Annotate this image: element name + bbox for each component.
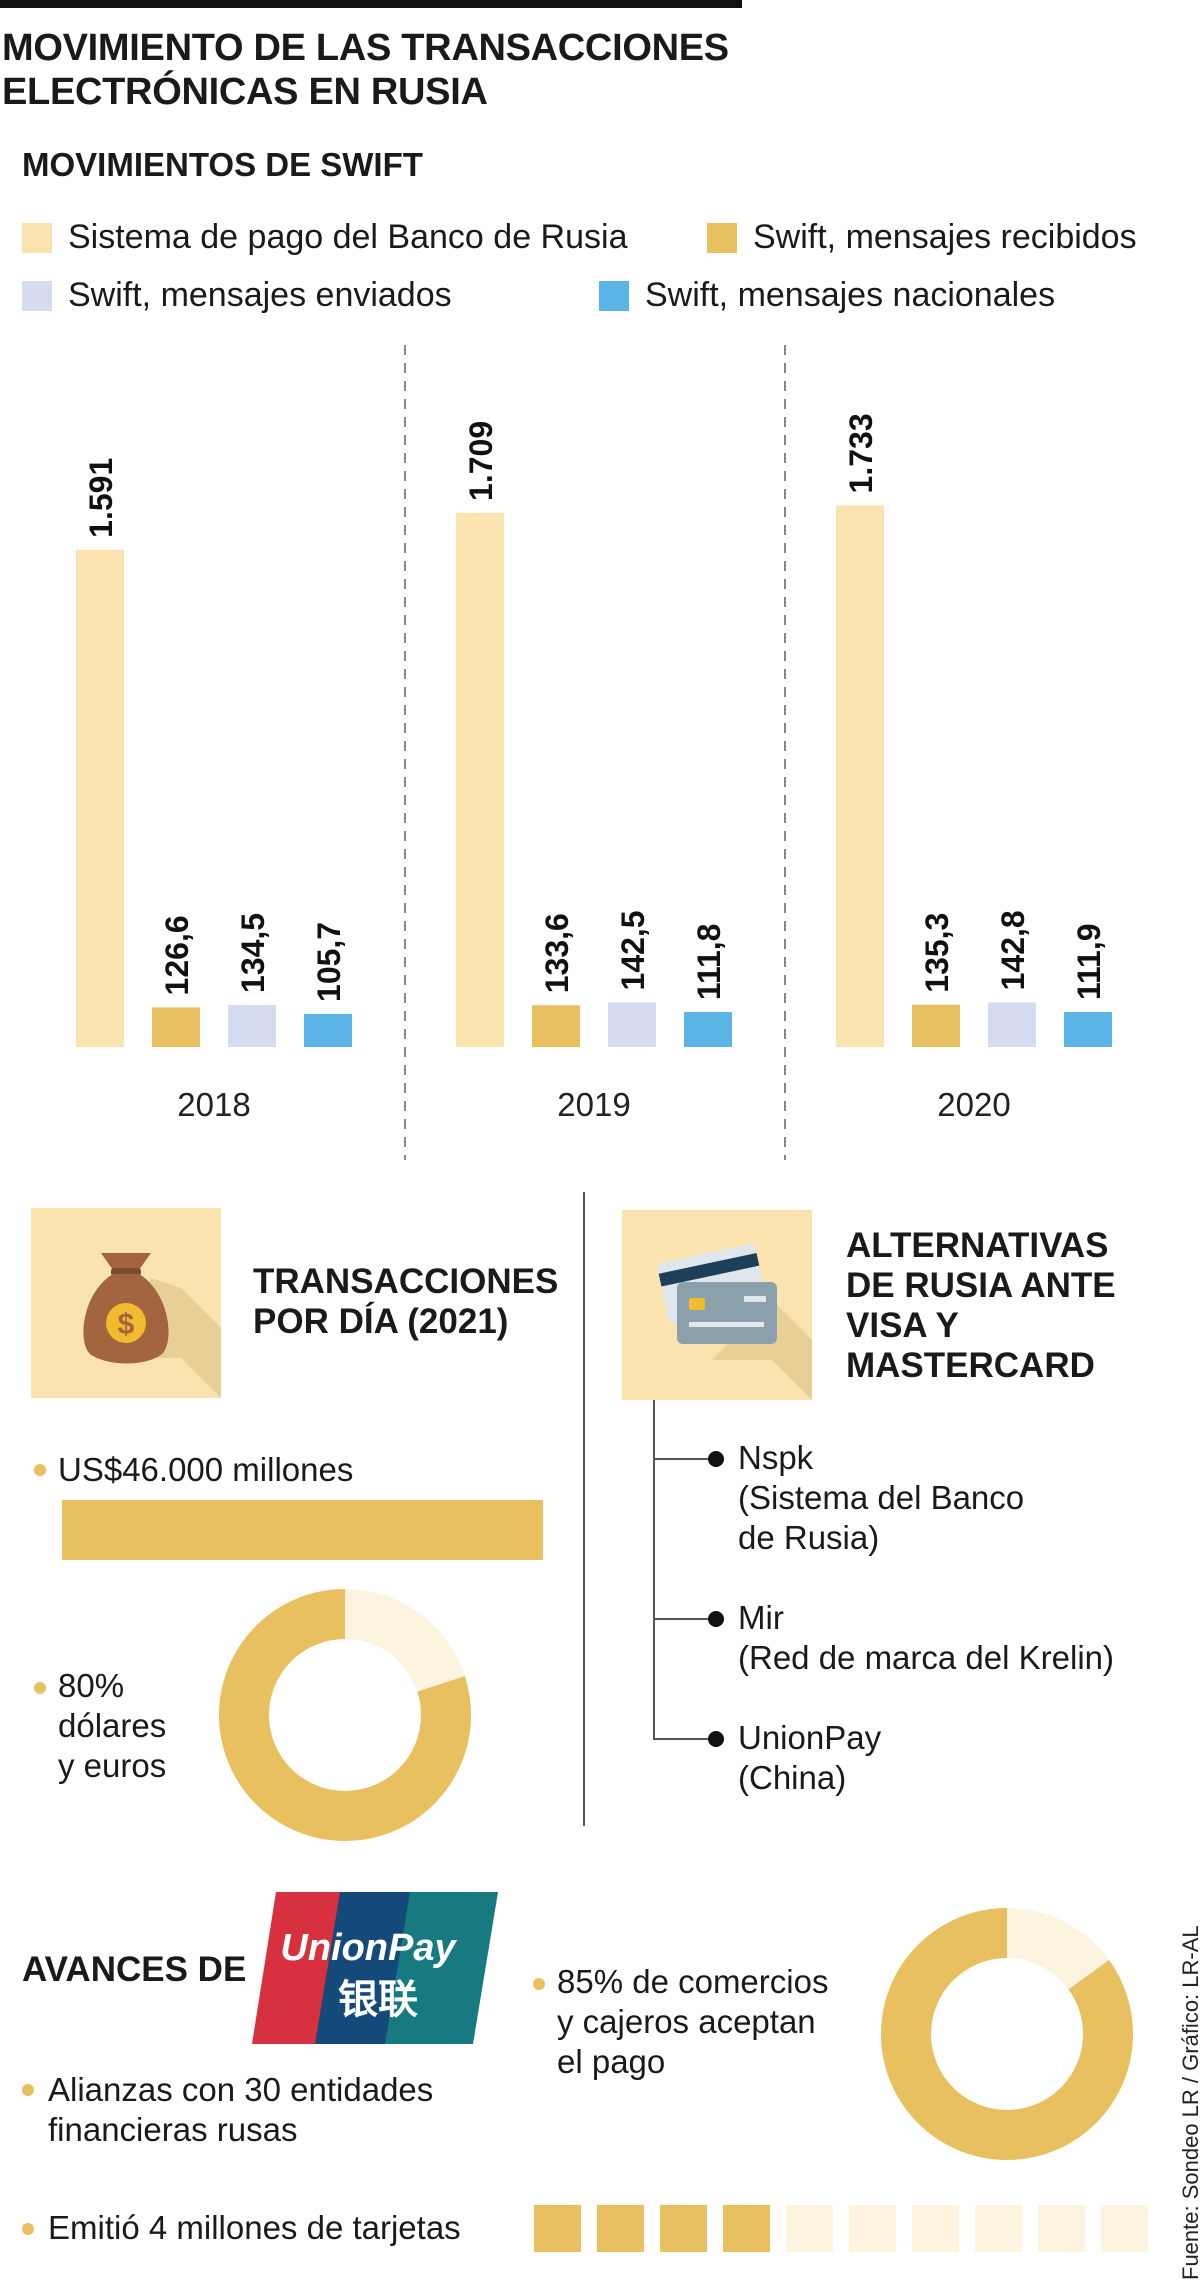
- card-square-empty: [849, 2205, 896, 2252]
- bar-value-label: 1.709: [463, 421, 499, 501]
- bar-recibidos-2019: [532, 1005, 580, 1047]
- dolares-euros-share: [219, 1589, 471, 1841]
- legend-item-recibidos: Swift, mensajes recibidos: [707, 218, 1137, 257]
- tree-branch: [653, 1458, 713, 1460]
- avances-alianzas: Alianzas con 30 entidades financieras ru…: [48, 2071, 434, 2148]
- dolares-euros-donut: [219, 1589, 471, 1841]
- unionpay-logo: UnionPay 银联: [252, 1892, 498, 2044]
- nspk-bullet: [708, 1451, 724, 1467]
- card-square-empty: [1101, 2205, 1148, 2252]
- bar-value-label: 142,5: [615, 910, 651, 990]
- bar-nacionales-2020: [1064, 1012, 1112, 1047]
- bar-value-label: 134,5: [235, 913, 271, 993]
- bar-recibidos-2020: [912, 1004, 960, 1047]
- bar-sistema-2020: [836, 505, 884, 1047]
- avances-comercios: 85% de comercios y cajeros aceptan el pa…: [557, 1963, 829, 2080]
- page-title: MOVIMIENTO DE LAS TRANSACCIONES ELECTRÓN…: [2, 27, 729, 113]
- tree-trunk: [653, 1400, 655, 1740]
- avances-title: AVANCES DE: [22, 1950, 247, 1989]
- credit-cards-icon: [622, 1210, 812, 1400]
- bullet-dot: [34, 1682, 46, 1694]
- bar-value-label: 135,3: [919, 913, 955, 993]
- comercios-share: [881, 1908, 1133, 2160]
- legend-item-enviados: Swift, mensajes enviados: [22, 276, 452, 315]
- amount-bar: [62, 1500, 543, 1560]
- legend-label: Swift, mensajes nacionales: [645, 276, 1056, 314]
- bar-enviados-2020: [988, 1002, 1036, 1047]
- legend-swatch-recibidos: [707, 222, 737, 253]
- comercios-donut: [881, 1908, 1133, 2160]
- bar-sistema-2018: [76, 549, 124, 1047]
- bullet-dot: [533, 1978, 545, 1990]
- bar-value-label: 126,6: [159, 915, 195, 995]
- bar-value-label: 133,6: [539, 913, 575, 993]
- tree-branch: [653, 1738, 713, 1740]
- bar-recibidos-2018: [152, 1007, 200, 1047]
- x-tick-2020: 2020: [937, 1086, 1010, 1123]
- alternativas-title: ALTERNATIVAS DE RUSIA ANTE VISA Y MASTER…: [846, 1226, 1116, 1385]
- section-divider: [583, 1192, 585, 1826]
- mir-bullet: [708, 1611, 724, 1627]
- bar-value-label: 111,9: [1071, 923, 1107, 1000]
- card-square-filled: [597, 2205, 644, 2252]
- bullet-dot: [22, 2084, 34, 2096]
- x-tick-2018: 2018: [177, 1086, 250, 1123]
- transacciones-amount: US$46.000 millones: [58, 1451, 354, 1488]
- alt-item-nspk: Nspk (Sistema del Banco de Rusia): [738, 1439, 1025, 1556]
- card-square-empty: [1038, 2205, 1085, 2252]
- card-square-filled: [534, 2205, 581, 2252]
- alt-item-mir: Mir (Red de marca del Krelin): [738, 1599, 1114, 1676]
- money-bag-icon: $: [31, 1208, 221, 1398]
- legend-swatch-nacionales: [599, 280, 629, 311]
- swift-bar-chart: 1.591 126,6 134,5 105,7 2018 1.709 133,6 142,5 1…: [76, 345, 1112, 1160]
- legend-label: Sistema de pago del Banco de Rusia: [68, 218, 628, 256]
- card-square-empty: [912, 2205, 959, 2252]
- bar-nacionales-2019: [684, 1012, 732, 1047]
- bar-value-label: 111,8: [691, 924, 727, 1001]
- transacciones-pct-label: 80% dólares y euros: [58, 1667, 167, 1784]
- tarjetas-squares: [534, 2205, 1154, 2253]
- svg-text:$: $: [118, 1308, 135, 1341]
- top-rule: [0, 0, 742, 8]
- bullet-dot: [22, 2223, 34, 2235]
- bar-value-label: 142,8: [995, 910, 1031, 990]
- legend-label: Swift, mensajes enviados: [68, 276, 452, 314]
- bar-sistema-2019: [456, 512, 504, 1047]
- chart-subtitle: MOVIMIENTOS DE SWIFT: [22, 146, 423, 183]
- source-credit: Fuente: Sondeo LR / Gráfico: LR-AL: [1178, 1925, 1200, 2280]
- bar-value-label: 105,7: [311, 922, 347, 1002]
- unionpay-bullet: [708, 1731, 724, 1747]
- legend-swatch-sistema: [22, 222, 52, 253]
- legend-item-sistema: Sistema de pago del Banco de Rusia: [22, 218, 627, 257]
- bar-enviados-2018: [228, 1004, 276, 1047]
- bullet-dot: [34, 1464, 46, 1476]
- tree-branch: [653, 1618, 713, 1620]
- avances-tarjetas: Emitió 4 millones de tarjetas: [48, 2209, 461, 2246]
- transacciones-title: TRANSACCIONES POR DÍA (2021): [253, 1262, 559, 1341]
- legend-label: Swift, mensajes recibidos: [753, 218, 1137, 256]
- bar-value-label: 1.733: [843, 413, 879, 493]
- card-square-filled: [723, 2205, 770, 2252]
- bar-nacionales-2018: [304, 1013, 352, 1047]
- card-square-empty: [786, 2205, 833, 2252]
- x-tick-2019: 2019: [557, 1086, 630, 1123]
- bar-enviados-2019: [608, 1002, 656, 1047]
- card-square-empty: [975, 2205, 1022, 2252]
- svg-text:银联: 银联: [338, 1978, 418, 2022]
- bar-value-label: 1.591: [83, 458, 119, 538]
- svg-text:UnionPay: UnionPay: [280, 1927, 457, 1969]
- legend-item-nacionales: Swift, mensajes nacionales: [599, 276, 1055, 315]
- card-square-filled: [660, 2205, 707, 2252]
- legend-swatch-enviados: [22, 280, 52, 311]
- alt-item-unionpay: UnionPay (China): [738, 1719, 882, 1796]
